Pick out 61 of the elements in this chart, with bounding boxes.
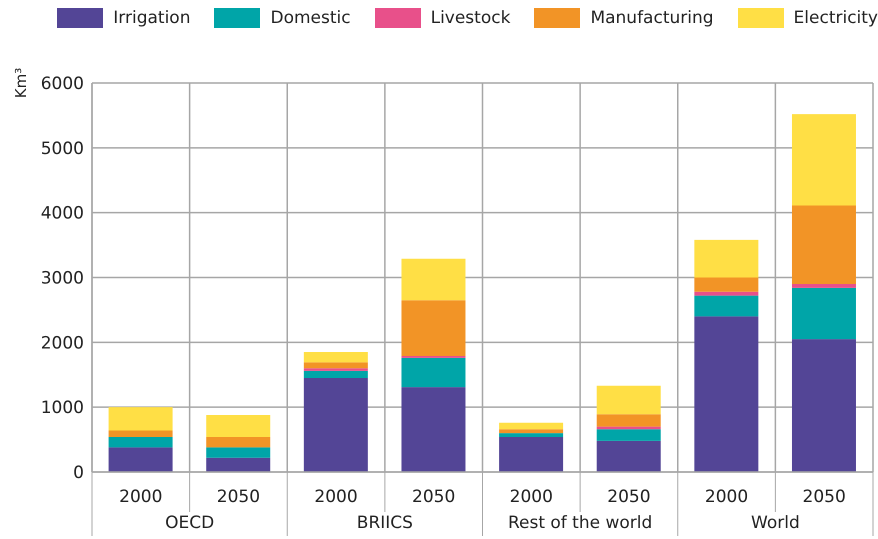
x-tick-label: 2050 (412, 487, 456, 507)
text: BRIICS (356, 513, 413, 533)
bar (499, 429, 564, 434)
bar (694, 316, 758, 472)
text: OECD (165, 513, 214, 533)
bar (401, 358, 466, 388)
bar (206, 436, 270, 448)
x-tick-label: 2000 (119, 487, 162, 507)
bar (792, 114, 856, 206)
bar (596, 414, 661, 427)
x-tick-label: 2000 (510, 487, 553, 507)
bar (108, 407, 173, 431)
bar (401, 258, 466, 300)
bar (304, 352, 368, 362)
x-tick-label: 2050 (607, 487, 651, 507)
bar (108, 436, 173, 448)
y-tick-label: 2000 (40, 333, 84, 354)
bar (108, 447, 173, 472)
bar (694, 240, 758, 278)
bar (206, 447, 270, 458)
bar (499, 422, 564, 430)
bar (304, 362, 368, 368)
bar (596, 426, 661, 430)
bar (401, 387, 466, 472)
bar (596, 440, 661, 472)
y-tick-label: 5000 (40, 138, 84, 159)
x-tick-label: 2000 (704, 487, 748, 507)
bar (694, 292, 758, 296)
y-tick-label: 4000 (40, 204, 84, 224)
x-tick-label: 2000 (314, 487, 358, 507)
bar (792, 206, 856, 284)
bar (596, 429, 661, 441)
bar (206, 458, 270, 472)
bar (304, 378, 368, 472)
bar (108, 430, 173, 437)
bar (304, 370, 368, 378)
bar (304, 368, 368, 371)
y-tick-label: 0 (73, 463, 84, 484)
x-tick-label: 2050 (216, 487, 260, 507)
y-axis-title: Km³ (12, 68, 30, 98)
bar (694, 278, 758, 292)
y-tick-label: 1000 (40, 398, 84, 418)
legend-label: Livestock (430, 8, 510, 28)
bar (694, 296, 758, 316)
x-tick-label: 2050 (802, 487, 846, 507)
text: Rest of the world (508, 513, 652, 533)
legend-label: Irrigation (113, 8, 190, 28)
bar (792, 284, 856, 288)
bar (792, 339, 856, 472)
bar (792, 288, 856, 340)
bar (401, 300, 466, 356)
legend-label: Domestic (270, 8, 351, 28)
bar (499, 433, 564, 437)
y-tick-label: 3000 (40, 268, 84, 289)
y-tick-label: 6000 (40, 74, 84, 94)
bar (499, 436, 564, 472)
text: World (751, 513, 800, 533)
legend-label: Manufacturing (590, 8, 714, 28)
bar (206, 414, 270, 437)
bar (596, 386, 661, 414)
legend-label: Electricity (794, 8, 878, 28)
